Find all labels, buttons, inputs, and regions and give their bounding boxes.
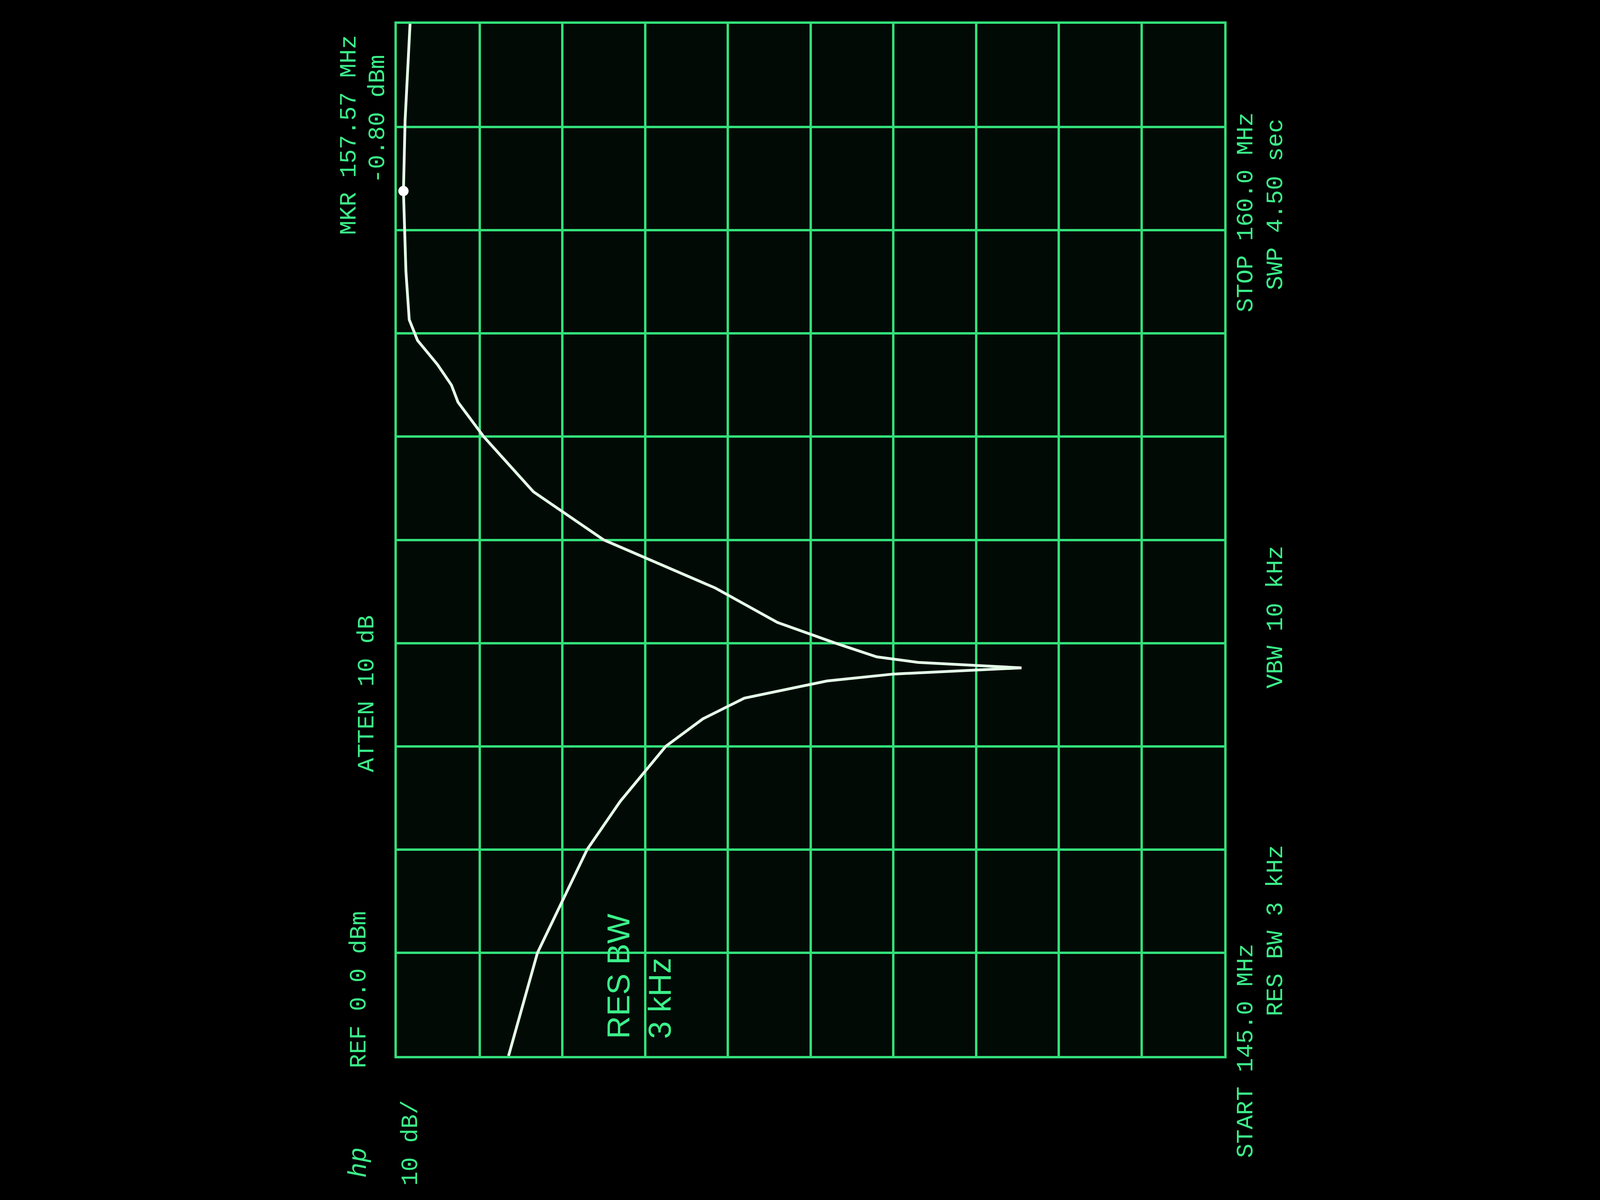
svg-text:10 dB/: 10 dB/ (397, 1100, 425, 1186)
svg-text:-0.80 dBm: -0.80 dBm (364, 54, 392, 184)
svg-text:STOP 160.0 MHz: STOP 160.0 MHz (1232, 112, 1260, 313)
svg-text:REF 0.0 dBm: REF 0.0 dBm (345, 911, 373, 1069)
svg-text:VBW 10 kHz: VBW 10 kHz (1262, 545, 1290, 689)
svg-text:RES BW3 kHz: RES BW3 kHz (600, 913, 678, 1039)
svg-text:ATTEN 10 dB: ATTEN 10 dB (353, 615, 381, 773)
svg-text:RES BW 3 kHz: RES BW 3 kHz (1262, 844, 1290, 1017)
svg-text:hp: hp (344, 1147, 374, 1178)
svg-text:MKR 157.57 MHz: MKR 157.57 MHz (335, 34, 363, 235)
svg-text:START 145.0 MHz: START 145.0 MHz (1232, 943, 1260, 1158)
svg-text:SWP 4.50 sec: SWP 4.50 sec (1262, 118, 1290, 291)
